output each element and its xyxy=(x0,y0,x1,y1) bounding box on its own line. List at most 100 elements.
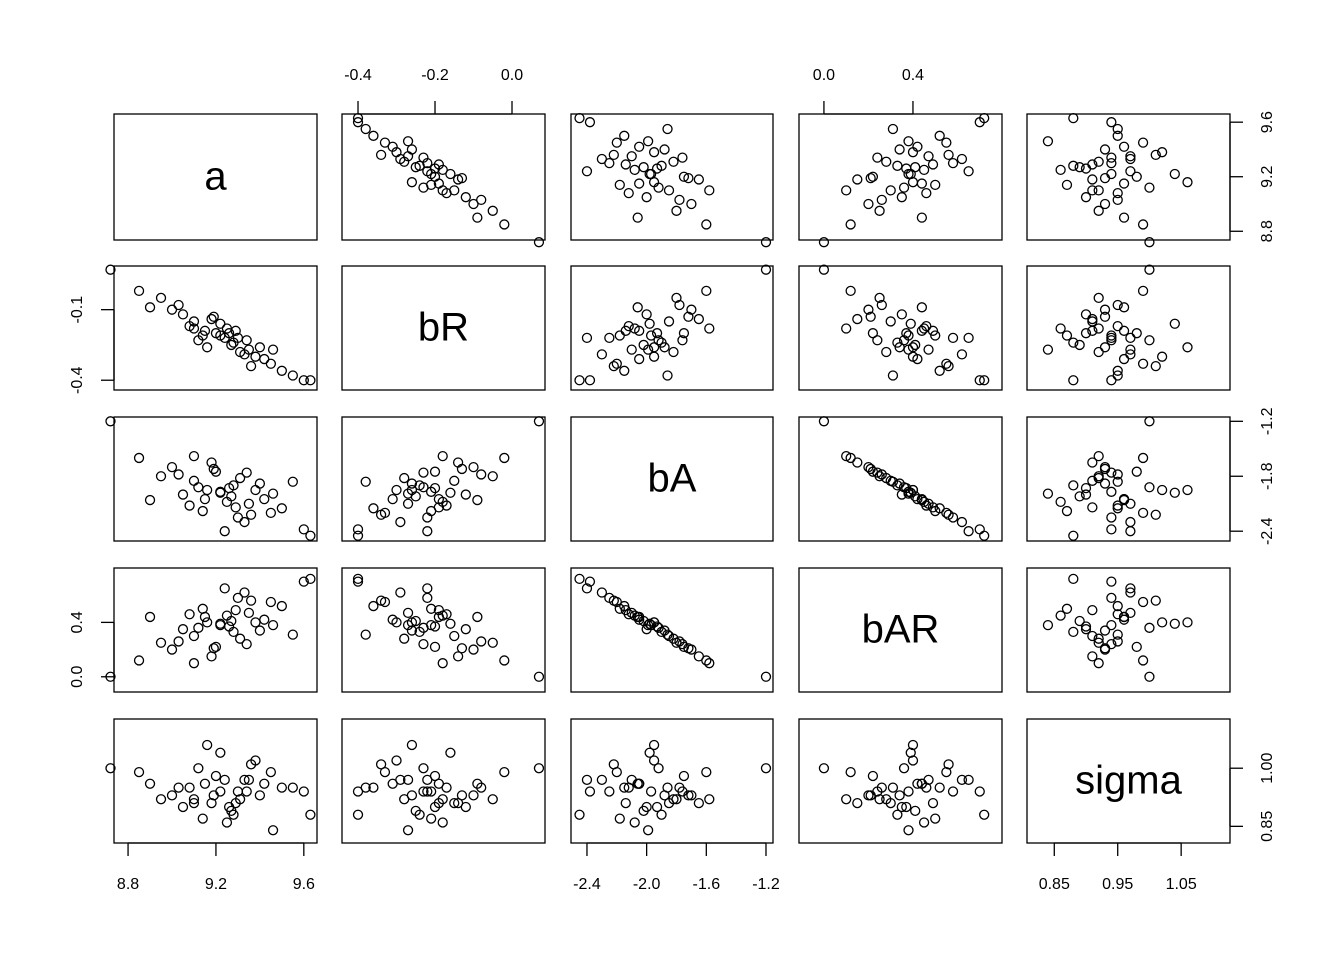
point xyxy=(619,130,630,141)
point xyxy=(1093,346,1104,358)
point xyxy=(901,801,912,813)
y-tick-label: -0.1 xyxy=(69,296,86,324)
point xyxy=(166,461,178,473)
point xyxy=(360,629,371,640)
point xyxy=(406,484,418,496)
point xyxy=(1068,480,1079,491)
point xyxy=(818,264,830,275)
point xyxy=(499,766,510,778)
point xyxy=(1112,365,1123,376)
point xyxy=(677,335,688,346)
point xyxy=(1112,609,1123,620)
point xyxy=(1125,332,1136,344)
point xyxy=(963,166,974,177)
point xyxy=(426,786,437,797)
point xyxy=(608,149,619,161)
panel xyxy=(1026,416,1231,542)
point xyxy=(487,794,498,805)
point xyxy=(234,346,246,358)
point xyxy=(379,137,391,148)
point xyxy=(845,766,856,778)
point xyxy=(701,766,712,778)
point xyxy=(1080,489,1092,500)
point xyxy=(208,790,219,801)
point xyxy=(653,763,664,774)
point xyxy=(472,212,483,223)
point xyxy=(208,463,219,475)
panel xyxy=(113,416,318,542)
point xyxy=(638,805,649,816)
point xyxy=(1131,466,1142,477)
point xyxy=(1150,360,1161,372)
point xyxy=(460,624,471,635)
point xyxy=(1106,592,1117,604)
x-tick-label: 0.4 xyxy=(902,67,924,84)
point xyxy=(943,509,954,520)
point xyxy=(1080,163,1092,174)
point xyxy=(105,763,116,774)
point xyxy=(254,478,266,489)
point xyxy=(596,153,608,165)
point xyxy=(533,237,545,248)
point xyxy=(1112,320,1123,332)
point xyxy=(907,484,919,496)
point xyxy=(410,805,421,816)
point xyxy=(1137,137,1149,148)
point xyxy=(604,786,615,797)
point xyxy=(623,782,634,793)
point xyxy=(406,177,418,188)
point xyxy=(892,160,903,171)
point xyxy=(1144,416,1155,427)
point xyxy=(678,328,690,339)
point xyxy=(1106,117,1117,128)
point xyxy=(422,786,433,797)
point xyxy=(852,797,863,809)
point xyxy=(1125,516,1136,528)
point xyxy=(429,641,441,653)
point xyxy=(105,416,116,427)
point xyxy=(1131,171,1142,182)
point xyxy=(1125,153,1136,165)
point xyxy=(1087,325,1098,336)
point xyxy=(760,264,772,275)
point xyxy=(845,452,856,464)
point xyxy=(634,178,645,189)
point xyxy=(1106,512,1117,523)
point xyxy=(476,469,487,480)
point xyxy=(177,624,189,635)
point xyxy=(620,797,631,809)
point xyxy=(979,530,990,541)
point xyxy=(901,328,912,339)
point xyxy=(943,759,954,770)
point xyxy=(872,152,883,163)
point xyxy=(202,342,213,353)
point xyxy=(433,159,445,170)
y-tick-label: -1.8 xyxy=(1259,462,1276,490)
point xyxy=(241,467,252,478)
point xyxy=(456,790,468,801)
point xyxy=(629,817,640,828)
point xyxy=(852,457,863,468)
point xyxy=(677,152,688,163)
point xyxy=(298,524,309,535)
point xyxy=(1106,335,1117,346)
point xyxy=(898,763,910,774)
point xyxy=(445,487,456,498)
point xyxy=(144,494,156,506)
point xyxy=(648,739,660,751)
point xyxy=(678,171,690,182)
point xyxy=(184,500,195,511)
point xyxy=(1118,302,1130,313)
point xyxy=(265,507,277,519)
point xyxy=(437,450,448,462)
y-tick-label: 9.2 xyxy=(1259,166,1276,188)
point xyxy=(499,452,510,464)
point xyxy=(956,349,968,360)
point xyxy=(921,320,932,332)
point xyxy=(693,174,705,185)
point xyxy=(533,671,545,682)
x-tick-label: 0.0 xyxy=(501,67,523,84)
point xyxy=(1106,619,1117,631)
point xyxy=(874,292,885,304)
point xyxy=(1106,486,1117,497)
